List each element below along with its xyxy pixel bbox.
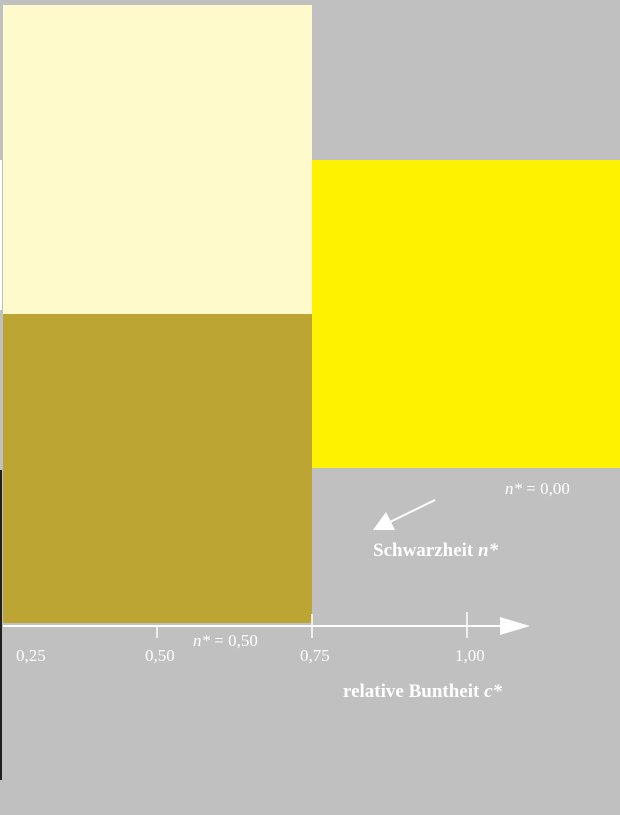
chroma-axis-title-var: c* (484, 681, 502, 702)
blackness-arrow-line (389, 499, 436, 523)
tick-label-075: 0,75 (300, 646, 330, 665)
blackness-label-000: n* = 0,00 (505, 479, 570, 498)
tick-label-100: 1,00 (455, 646, 485, 665)
blackness-label-000-var: n* (505, 479, 523, 498)
tick-label-050: 0,50 (145, 646, 175, 665)
left-edge-light-stripe (0, 160, 2, 310)
tick-label-025: 0,25 (16, 646, 46, 665)
blackness-label-000-value: = 0,00 (522, 479, 570, 498)
blackness-arrowhead (373, 512, 395, 530)
blackness-label-050: n* = 0,50 (193, 631, 258, 650)
left-edge-stripe (0, 470, 2, 780)
yellow-patch (312, 160, 620, 468)
olive-patch (3, 314, 312, 623)
blackness-label-050-var: n* (193, 631, 211, 650)
blackness-label-050-value: = 0,50 (210, 631, 258, 650)
chroma-axis-title: relative Buntheit c* (343, 681, 503, 702)
pale-yellow-patch (3, 5, 312, 314)
blackness-title-text: Schwarzheit (373, 540, 478, 561)
blackness-title: Schwarzheit n* (373, 540, 499, 561)
chroma-axis-title-text: relative Buntheit (343, 681, 484, 702)
blackness-title-var: n* (478, 540, 499, 561)
chroma-axis-arrowhead (500, 617, 530, 635)
